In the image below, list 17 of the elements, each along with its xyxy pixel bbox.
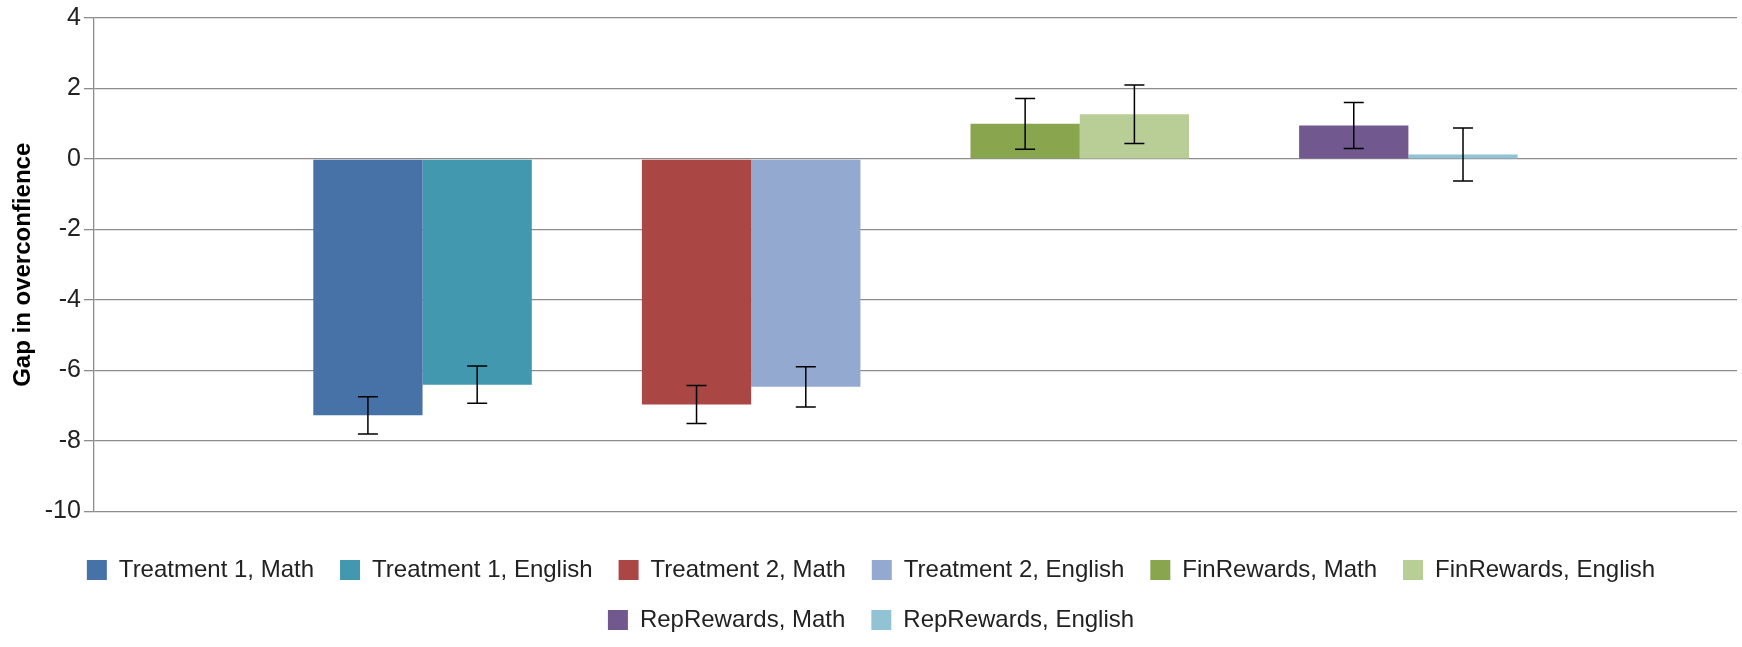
- y-tick-label: -4: [58, 283, 82, 312]
- legend-label: RepRewards, English: [903, 604, 1135, 632]
- y-axis-title: Gap in overconfience: [8, 142, 36, 387]
- legend-label: Treatment 2, English: [903, 554, 1125, 582]
- legend-label: RepRewards, Math: [639, 604, 846, 632]
- y-tick-label: -6: [58, 354, 81, 383]
- legend-label: Treatment 1, English: [372, 554, 593, 582]
- y-tick-label: 4: [67, 1, 82, 30]
- y-tick-label: -2: [58, 213, 81, 242]
- y-tick-label: 0: [67, 142, 81, 171]
- legend-label: Treatment 1, Math: [118, 554, 315, 582]
- legend-label: FinRewards, Math: [1182, 554, 1378, 582]
- legend-label: FinRewards, English: [1435, 554, 1656, 582]
- y-tick-label: -8: [58, 424, 81, 453]
- y-tick-label: 2: [67, 72, 81, 101]
- y-tick-label: -10: [44, 495, 81, 524]
- legend-label: Treatment 2, Math: [650, 554, 846, 582]
